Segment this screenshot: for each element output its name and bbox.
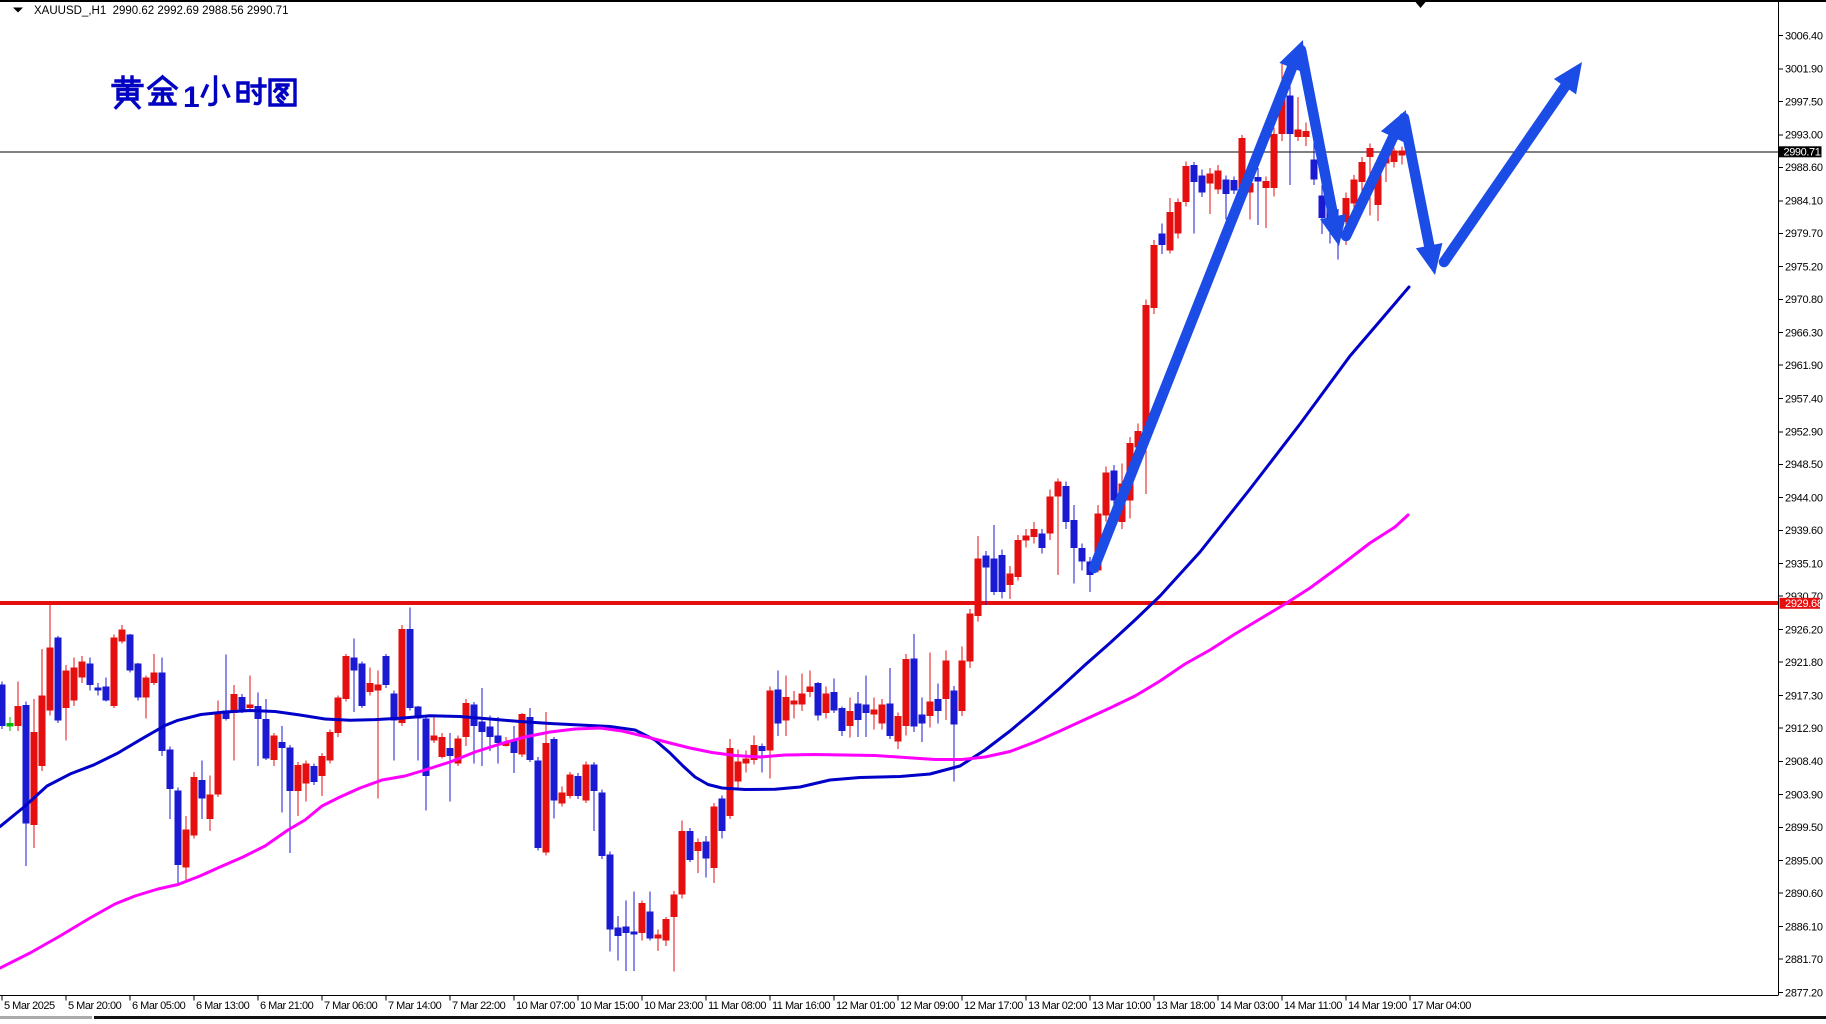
svg-text:1: 1 <box>183 81 200 114</box>
svg-text:5 Mar 20:00: 5 Mar 20:00 <box>68 1000 122 1012</box>
svg-text:11 Mar 08:00: 11 Mar 08:00 <box>708 1000 766 1012</box>
svg-text:2957.40: 2957.40 <box>1785 393 1823 405</box>
svg-text:10 Mar 15:00: 10 Mar 15:00 <box>580 1000 639 1012</box>
svg-text:3001.90: 3001.90 <box>1785 64 1823 76</box>
svg-text:2903.90: 2903.90 <box>1785 790 1823 802</box>
svg-text:2921.80: 2921.80 <box>1785 657 1823 669</box>
svg-text:5 Mar 2025: 5 Mar 2025 <box>4 1000 55 1012</box>
svg-text:2961.90: 2961.90 <box>1785 360 1823 372</box>
svg-text:2877.20: 2877.20 <box>1785 987 1823 999</box>
svg-text:2912.90: 2912.90 <box>1785 723 1823 735</box>
svg-text:2899.50: 2899.50 <box>1785 822 1823 834</box>
svg-text:3006.40: 3006.40 <box>1785 30 1823 42</box>
svg-text:XAUUSD_,H1 2990.62 2992.69 29: XAUUSD_,H1 2990.62 2992.69 2988.56 2990.… <box>34 5 288 17</box>
svg-text:2997.50: 2997.50 <box>1785 96 1823 108</box>
svg-text:13 Mar 02:00: 13 Mar 02:00 <box>1028 1000 1087 1012</box>
svg-text:2926.20: 2926.20 <box>1785 624 1823 636</box>
svg-text:17 Mar 04:00: 17 Mar 04:00 <box>1412 1000 1471 1012</box>
svg-text:12 Mar 17:00: 12 Mar 17:00 <box>964 1000 1023 1012</box>
svg-text:14 Mar 19:00: 14 Mar 19:00 <box>1348 1000 1407 1012</box>
svg-text:2908.40: 2908.40 <box>1785 756 1823 768</box>
svg-text:2993.00: 2993.00 <box>1785 130 1823 142</box>
svg-text:2975.20: 2975.20 <box>1785 262 1823 274</box>
svg-text:7 Mar 06:00: 7 Mar 06:00 <box>324 1000 378 1012</box>
svg-text:14 Mar 03:00: 14 Mar 03:00 <box>1220 1000 1279 1012</box>
svg-text:13 Mar 10:00: 13 Mar 10:00 <box>1092 1000 1151 1012</box>
svg-text:2929.68: 2929.68 <box>1785 598 1823 610</box>
svg-text:7 Mar 14:00: 7 Mar 14:00 <box>388 1000 442 1012</box>
svg-text:2948.50: 2948.50 <box>1785 459 1823 471</box>
svg-text:13 Mar 18:00: 13 Mar 18:00 <box>1156 1000 1215 1012</box>
svg-text:2988.60: 2988.60 <box>1785 162 1823 174</box>
svg-text:2944.00: 2944.00 <box>1785 493 1823 505</box>
svg-text:6 Mar 13:00: 6 Mar 13:00 <box>196 1000 250 1012</box>
svg-text:11 Mar 16:00: 11 Mar 16:00 <box>772 1000 830 1012</box>
svg-text:2886.10: 2886.10 <box>1785 921 1823 933</box>
svg-text:2939.60: 2939.60 <box>1785 525 1823 537</box>
svg-text:12 Mar 01:00: 12 Mar 01:00 <box>836 1000 895 1012</box>
svg-text:10 Mar 23:00: 10 Mar 23:00 <box>644 1000 703 1012</box>
svg-text:2990.71: 2990.71 <box>1784 146 1821 158</box>
svg-text:2935.10: 2935.10 <box>1785 558 1823 570</box>
svg-text:2917.30: 2917.30 <box>1785 690 1823 702</box>
svg-text:6 Mar 21:00: 6 Mar 21:00 <box>260 1000 314 1012</box>
svg-text:2970.80: 2970.80 <box>1785 294 1823 306</box>
svg-text:12 Mar 09:00: 12 Mar 09:00 <box>900 1000 959 1012</box>
svg-text:2895.00: 2895.00 <box>1785 855 1823 867</box>
svg-text:6 Mar 05:00: 6 Mar 05:00 <box>132 1000 186 1012</box>
svg-text:14 Mar 11:00: 14 Mar 11:00 <box>1284 1000 1342 1012</box>
svg-text:2952.90: 2952.90 <box>1785 427 1823 439</box>
svg-text:2881.70: 2881.70 <box>1785 954 1823 966</box>
svg-text:2979.70: 2979.70 <box>1785 228 1823 240</box>
svg-text:10 Mar 07:00: 10 Mar 07:00 <box>516 1000 575 1012</box>
svg-text:2984.10: 2984.10 <box>1785 196 1823 208</box>
svg-text:2966.30: 2966.30 <box>1785 327 1823 339</box>
svg-text:2890.60: 2890.60 <box>1785 888 1823 900</box>
svg-text:7 Mar 22:00: 7 Mar 22:00 <box>452 1000 506 1012</box>
